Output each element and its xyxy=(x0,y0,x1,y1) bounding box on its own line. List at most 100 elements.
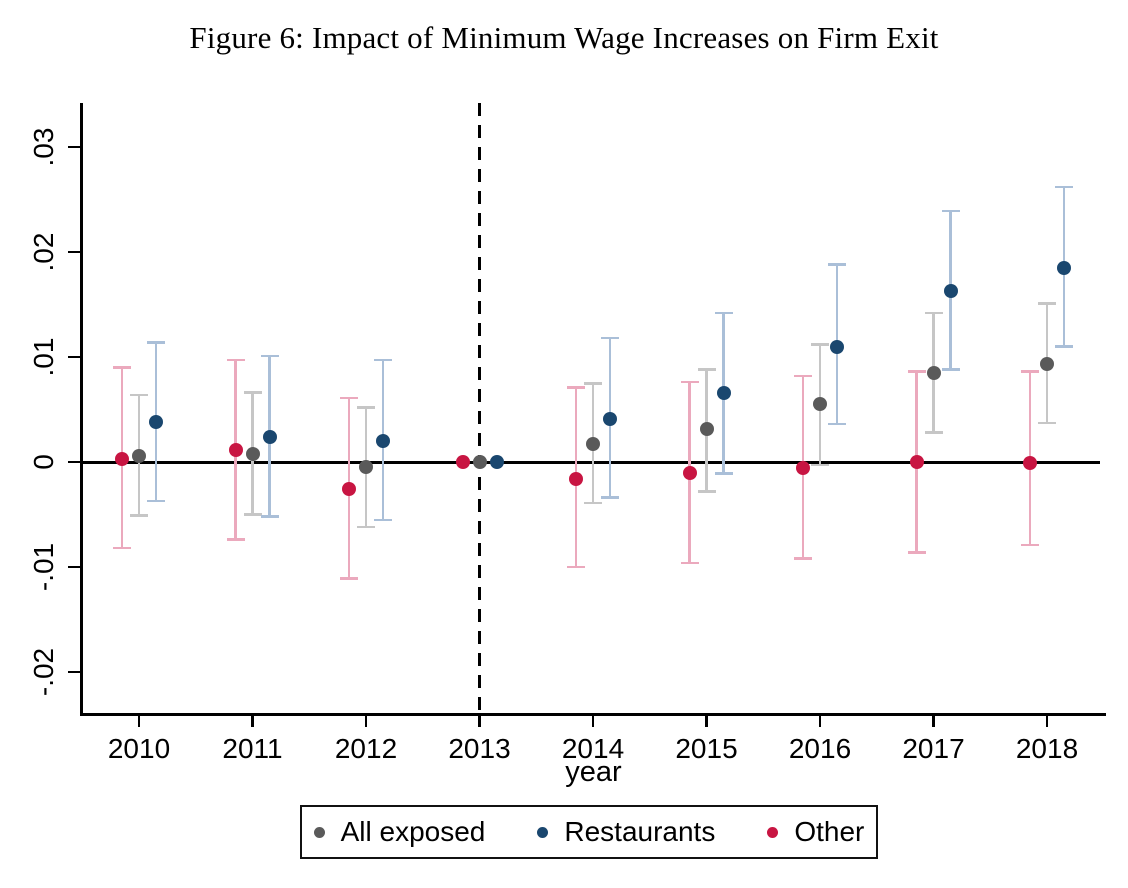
legend-label: Restaurants xyxy=(564,816,716,847)
ci-cap-top xyxy=(567,386,585,389)
ci-cap-bottom xyxy=(828,422,846,426)
ci-cap-top xyxy=(811,343,829,346)
y-axis-tick-label: -.01 xyxy=(28,542,59,592)
ci-cap-bottom xyxy=(567,565,585,569)
ci-cap-bottom xyxy=(811,463,829,467)
estimate-marker xyxy=(586,437,600,452)
estimate-marker xyxy=(1023,456,1037,471)
y-axis-tick xyxy=(68,355,80,359)
ci-cap-bottom xyxy=(357,525,375,529)
estimate-marker xyxy=(926,365,941,380)
y-axis-tick-label: .02 xyxy=(28,232,59,272)
x-axis-tick xyxy=(251,715,254,727)
estimate-marker xyxy=(909,455,924,469)
x-axis-tick-label: 2010 xyxy=(107,733,171,764)
legend-box: All exposed Restaurants Other xyxy=(300,805,878,859)
legend-marker-icon xyxy=(537,826,549,838)
ci-cap-top xyxy=(941,209,960,213)
ci-cap-top xyxy=(113,366,131,369)
estimate-marker xyxy=(359,460,373,475)
estimate-marker xyxy=(115,451,129,466)
ci-cap-top xyxy=(601,336,619,340)
estimate-marker xyxy=(489,455,504,469)
ci-cap-bottom xyxy=(130,514,148,517)
y-axis-tick xyxy=(68,565,80,569)
y-axis-tick xyxy=(68,145,80,149)
ci-cap-top xyxy=(680,380,699,384)
ci-cap-bottom xyxy=(340,577,358,580)
plot-area: .03 .02 .01 0 -.01 -.02 2010 2011 2012 2013 2014 20… xyxy=(28,103,1105,764)
x-axis-tick xyxy=(364,715,368,727)
ci-cap-top xyxy=(828,263,846,266)
event-dashed-line xyxy=(477,103,482,713)
x-axis-tick-label: 2014 xyxy=(561,733,625,764)
legend-label: All exposed xyxy=(340,816,486,847)
zero-reference-line xyxy=(82,460,1100,464)
legend-marker-icon xyxy=(313,826,325,838)
estimate-marker xyxy=(376,434,390,448)
ci-cap-bottom xyxy=(113,546,131,550)
x-axis-tick xyxy=(705,715,708,727)
figure-title: Figure 6: Impact of Minimum Wage Increas… xyxy=(189,20,939,55)
x-axis-title: year xyxy=(565,756,622,788)
ci-cap-bottom xyxy=(1038,421,1056,425)
estimate-marker xyxy=(716,385,731,400)
x-axis-tick-label: 2015 xyxy=(675,733,738,764)
ci-cap-bottom xyxy=(601,496,619,499)
x-axis-line xyxy=(80,713,1106,716)
ci-cap-bottom xyxy=(714,472,733,475)
ci-cap-top xyxy=(1055,185,1073,189)
ci-cap-bottom xyxy=(226,538,245,541)
x-axis-tick-label: 2017 xyxy=(902,733,965,764)
ci-cap-bottom xyxy=(941,368,960,371)
x-axis-tick-label: 2011 xyxy=(222,733,283,764)
ci-cap-bottom xyxy=(907,551,926,554)
x-axis-tick xyxy=(478,715,481,727)
x-axis-tick xyxy=(932,715,935,727)
ci-cap-top xyxy=(357,406,375,409)
x-axis-tick xyxy=(137,715,141,727)
x-axis-tick-label: 2018 xyxy=(1015,733,1079,764)
y-axis-tick xyxy=(68,670,80,674)
y-axis-tick xyxy=(68,250,80,254)
ci-cap-bottom xyxy=(1021,543,1039,547)
ci-cap-bottom xyxy=(697,490,716,493)
x-axis-tick xyxy=(818,715,822,727)
ci-cap-top xyxy=(924,311,943,315)
estimate-marker xyxy=(569,471,583,486)
ci-cap-top xyxy=(147,341,165,344)
ci-cap-bottom xyxy=(680,561,699,565)
x-axis-tick xyxy=(1045,715,1049,727)
y-axis-tick-label: .03 xyxy=(28,127,59,167)
ci-cap-top xyxy=(794,374,812,378)
ci-cap-top xyxy=(340,396,358,400)
legend-label: Other xyxy=(794,816,865,847)
estimate-marker xyxy=(796,461,810,476)
ci-cap-bottom xyxy=(243,513,262,516)
estimate-marker xyxy=(699,422,714,437)
ci-cap-top xyxy=(374,358,392,362)
estimate-marker xyxy=(682,465,697,480)
ci-cap-bottom xyxy=(584,501,602,505)
x-axis-tick-label: 2016 xyxy=(788,733,852,764)
ci-cap-top xyxy=(243,391,262,394)
ci-cap-top xyxy=(226,358,245,362)
ci-cap-top xyxy=(714,311,733,315)
estimate-marker xyxy=(245,446,260,461)
legend-item: All exposed xyxy=(313,816,486,848)
estimate-marker xyxy=(149,415,163,430)
ci-cap-top xyxy=(1038,302,1056,305)
legend-marker-icon xyxy=(767,826,779,838)
x-axis-tick-label: 2012 xyxy=(334,733,398,764)
ci-cap-bottom xyxy=(147,499,165,503)
ci-cap-bottom xyxy=(794,557,812,560)
ci-cap-top xyxy=(260,354,279,358)
ci-cap-bottom xyxy=(1055,345,1073,348)
ci-cap-bottom xyxy=(924,431,943,434)
estimate-marker xyxy=(943,283,958,298)
legend-item: Other xyxy=(767,816,864,848)
y-axis-tick-label: -.02 xyxy=(28,647,59,697)
estimate-marker xyxy=(455,455,470,469)
estimate-marker xyxy=(228,443,243,458)
